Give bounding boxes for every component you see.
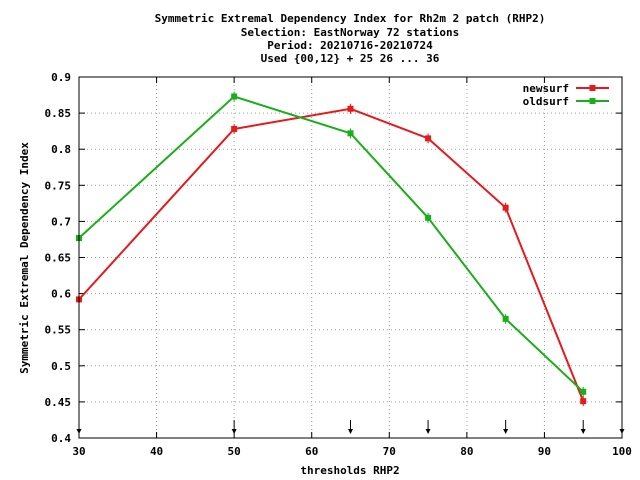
threshold-marker-head <box>231 429 237 434</box>
y-tick-label: 0.85 <box>45 107 72 120</box>
data-point-newsurf <box>580 398 587 405</box>
series-line-newsurf <box>78 107 585 402</box>
x-axis-label: thresholds RHP2 <box>300 464 399 477</box>
data-point-oldsurf <box>231 93 238 100</box>
data-point-oldsurf <box>502 315 509 322</box>
y-tick-label: 0.8 <box>51 143 71 156</box>
y-tick-label: 0.65 <box>45 252 72 265</box>
grid <box>79 77 622 438</box>
threshold-markers <box>76 420 625 434</box>
data-point-oldsurf <box>347 130 354 137</box>
series-line-oldsurf <box>78 95 584 393</box>
x-tick-label: 80 <box>460 445 473 458</box>
data-point-newsurf <box>502 204 509 211</box>
y-tick-label: 0.7 <box>51 215 71 228</box>
y-tick-label: 0.5 <box>51 360 71 373</box>
title-line-4: Used {00,12} + 25 26 ... 36 <box>261 52 440 65</box>
y-tick-label: 0.6 <box>51 288 71 301</box>
title-line-1: Symmetric Extremal Dependency Index for … <box>155 12 546 25</box>
legend-label-newsurf: newsurf <box>523 82 569 95</box>
data-point-oldsurf <box>425 214 432 221</box>
y-tick-label: 0.9 <box>51 71 71 84</box>
y-tick-label: 0.55 <box>45 324 72 337</box>
x-tick-label: 70 <box>383 445 396 458</box>
x-tick-label: 50 <box>228 445 241 458</box>
title-line-3: Period: 20210716-20210724 <box>267 39 433 52</box>
data-point-newsurf <box>425 135 432 142</box>
x-tick-label: 30 <box>72 445 85 458</box>
title-line-2: Selection: EastNorway 72 stations <box>241 26 460 39</box>
x-tick-label: 90 <box>538 445 551 458</box>
y-tick-label: 0.4 <box>51 432 71 445</box>
threshold-marker-head <box>503 429 509 434</box>
threshold-marker-head <box>580 429 586 434</box>
data-point-newsurf <box>347 105 354 112</box>
tick-labels: 0.4 0.45 0.5 0.55 0.6 0.65 0.7 0.75 0.8 0.85 0.9 30… <box>45 71 632 458</box>
y-axis-label: Symmetric Extremal Dependency Index <box>18 142 31 374</box>
legend-label-oldsurf: oldsurf <box>523 95 569 108</box>
x-tick-label: 100 <box>612 445 632 458</box>
y-tick-label: 0.45 <box>45 396 72 409</box>
threshold-marker-head <box>348 429 353 434</box>
x-tick-label: 40 <box>150 445 163 458</box>
threshold-marker-head <box>425 429 431 434</box>
x-tick-label: 60 <box>305 445 318 458</box>
data-point-newsurf <box>231 125 238 132</box>
data-point-oldsurf <box>580 388 587 395</box>
legend-marker-oldsurf <box>589 98 596 104</box>
chart-title: Symmetric Extremal Dependency Index for … <box>155 12 546 65</box>
plot-frame <box>78 76 623 439</box>
y-tick-label: 0.75 <box>45 179 72 192</box>
series-lines <box>76 91 587 407</box>
legend-marker-newsurf <box>589 85 596 91</box>
